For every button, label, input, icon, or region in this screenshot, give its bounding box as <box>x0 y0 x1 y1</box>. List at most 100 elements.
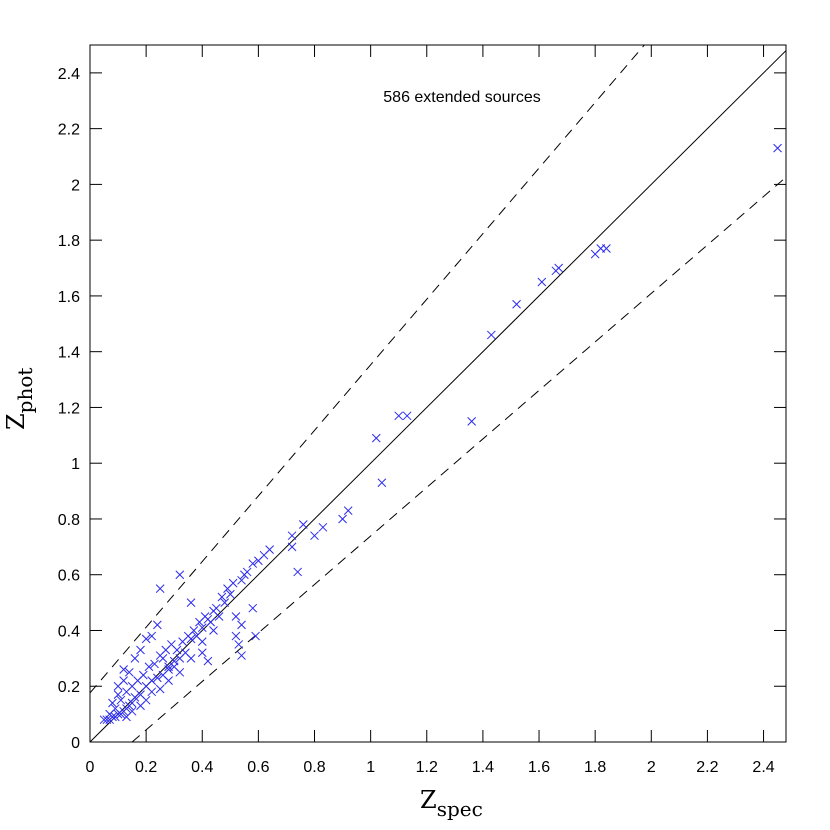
point <box>110 712 120 722</box>
x-tick-label: 0 <box>86 759 95 776</box>
point <box>197 648 207 658</box>
point <box>175 654 185 663</box>
point-stroke <box>394 411 404 421</box>
point-stroke <box>377 478 387 488</box>
point-stroke <box>130 693 140 702</box>
annotation: 586 extended sources <box>383 89 540 106</box>
point <box>225 589 235 599</box>
point-stroke <box>153 673 162 683</box>
point-stroke <box>144 662 154 672</box>
point-stroke <box>150 659 159 669</box>
point-stroke <box>119 676 129 686</box>
point-stroke <box>197 637 207 646</box>
point <box>113 690 123 699</box>
point <box>136 701 145 711</box>
y-tick-label: 0.6 <box>58 568 80 585</box>
point <box>144 662 154 672</box>
y-tick-label: 1.2 <box>58 400 80 417</box>
point <box>150 659 159 669</box>
point-stroke <box>287 531 297 541</box>
point <box>119 665 129 674</box>
point <box>537 277 547 287</box>
point-stroke <box>169 662 179 672</box>
point-stroke <box>186 598 196 607</box>
point-stroke <box>773 143 782 153</box>
point-stroke <box>310 531 319 541</box>
x-tick-label: 2 <box>647 759 656 776</box>
reference-line <box>90 50 786 742</box>
point-stroke <box>136 645 145 655</box>
y-axis-label: Zphot <box>2 368 37 430</box>
point-stroke <box>512 299 521 309</box>
point-stroke <box>197 648 207 658</box>
x-axis-label: Zspec <box>420 786 483 821</box>
point <box>172 645 182 655</box>
point <box>310 531 319 541</box>
x-tick-label: 1 <box>366 759 375 776</box>
point <box>231 612 241 621</box>
point-stroke <box>138 670 148 680</box>
point <box>130 693 140 702</box>
point-stroke <box>237 651 246 660</box>
point <box>377 478 387 488</box>
point <box>209 626 218 635</box>
point <box>122 712 131 722</box>
point <box>153 673 162 683</box>
point-stroke <box>287 542 297 552</box>
point-stroke <box>209 626 218 635</box>
point-stroke <box>220 598 230 607</box>
point <box>155 584 165 594</box>
point <box>773 143 782 153</box>
point-stroke <box>110 712 120 722</box>
point-stroke <box>486 330 496 340</box>
point <box>164 676 173 686</box>
point <box>186 598 196 607</box>
point <box>486 330 496 340</box>
x-tick-label: 0.4 <box>191 759 213 776</box>
point <box>116 695 126 705</box>
point <box>231 631 241 641</box>
x-tick-label: 1.4 <box>472 759 494 776</box>
plot-frame <box>89 44 787 743</box>
point-stroke <box>116 695 126 705</box>
point <box>371 433 381 443</box>
y-tick-label: 0 <box>71 735 80 752</box>
point <box>197 623 207 633</box>
y-tick-label: 1.8 <box>58 233 80 250</box>
point <box>551 266 561 276</box>
point-stroke <box>192 631 201 641</box>
point <box>153 620 162 630</box>
point <box>197 637 207 646</box>
point <box>240 570 249 580</box>
point-stroke <box>318 522 328 532</box>
point <box>124 667 134 677</box>
x-tick-label: 0.8 <box>303 759 325 776</box>
point-stroke <box>214 612 224 621</box>
point <box>189 626 199 635</box>
x-tick-label: 1.2 <box>416 759 438 776</box>
point <box>203 656 213 666</box>
point <box>211 603 221 613</box>
y-tick-label: 1.6 <box>58 289 80 306</box>
point-stroke <box>175 667 185 677</box>
x-label-main: Z <box>420 786 437 814</box>
point-stroke <box>402 411 412 421</box>
point-stroke <box>338 514 347 524</box>
point-stroke <box>141 681 151 691</box>
point <box>175 570 185 580</box>
point-stroke <box>186 654 196 663</box>
point-stroke <box>237 620 246 630</box>
point-stroke <box>231 612 241 621</box>
point <box>287 531 297 541</box>
x-tick-label: 0.2 <box>135 759 157 776</box>
x-label-sub: spec <box>437 797 483 821</box>
point-stroke <box>172 645 182 655</box>
point-stroke <box>164 665 173 674</box>
x-tick-label: 1.6 <box>528 759 550 776</box>
y-tick-label: 1.4 <box>58 345 80 362</box>
point-stroke <box>200 612 210 621</box>
point-stroke <box>155 584 165 594</box>
point <box>141 634 151 644</box>
point-stroke <box>537 277 547 287</box>
